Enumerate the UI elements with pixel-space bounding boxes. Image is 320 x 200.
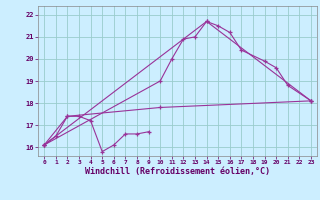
X-axis label: Windchill (Refroidissement éolien,°C): Windchill (Refroidissement éolien,°C): [85, 167, 270, 176]
